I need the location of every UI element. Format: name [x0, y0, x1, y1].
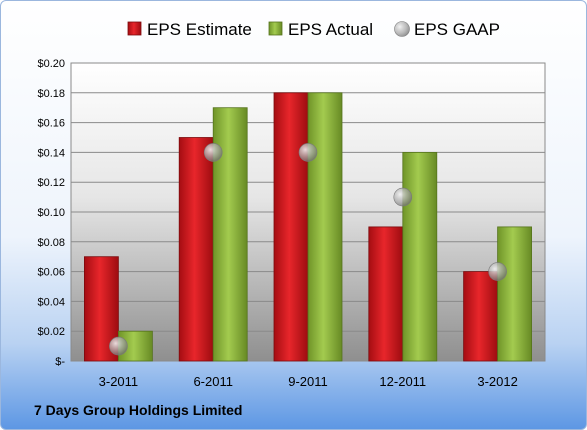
- y-tick-label: $0.14: [37, 147, 65, 159]
- x-tick-label: 9-2011: [288, 374, 328, 389]
- legend-swatch: [268, 21, 283, 36]
- gaap-points: [109, 143, 507, 356]
- estimate-bar-9-2011: [273, 92, 309, 362]
- y-tick-label: $0.06: [37, 267, 65, 279]
- estimate-bar-12-2011: [368, 226, 404, 362]
- gaap-point-12-2011: [393, 187, 413, 207]
- gaap-point-6-2011: [203, 143, 223, 162]
- estimate-bar-3-2012: [463, 271, 499, 362]
- y-tick-label: $0.10: [37, 207, 65, 219]
- company-name: 7 Days Group Holdings Limited: [34, 402, 243, 418]
- estimate-bar-6-2011: [178, 137, 214, 362]
- bars: [84, 92, 533, 362]
- actual-bar-9-2011: [307, 92, 343, 362]
- x-tick-label: 6-2011: [193, 374, 233, 389]
- x-tick-label: 3-2011: [99, 374, 139, 389]
- legend-label: EPS Actual: [288, 20, 373, 39]
- legend: EPS Estimate EPS Actual EPS GAAP: [127, 20, 500, 39]
- legend-label: EPS Estimate: [147, 20, 252, 39]
- y-tick-label: $0.16: [37, 118, 65, 130]
- y-axis-tick-labels: $- $0.02 $0.04 $0.06 $0.08 $0.10 $0.12 $0.14 $0.…: [37, 58, 65, 368]
- y-tick-label: $0.20: [37, 58, 65, 70]
- gaap-point-3-2011: [109, 336, 128, 356]
- legend-swatch: [127, 21, 142, 36]
- y-tick-label: $0.18: [37, 88, 65, 100]
- gaap-point-3-2012: [488, 262, 507, 281]
- actual-bar-3-2012: [497, 226, 533, 362]
- x-tick-label: 12-2011: [379, 374, 426, 389]
- actual-bar-12-2011: [402, 151, 438, 362]
- y-tick-label: $0.08: [37, 237, 65, 249]
- y-tick-label: $0.04: [37, 296, 65, 308]
- legend-swatch: [394, 21, 410, 37]
- x-tick-label: 3-2012: [477, 374, 517, 389]
- y-tick-label: $0.02: [37, 326, 65, 338]
- x-axis-tick-labels: 3-2011 6-2011 9-2011 12-2011 3-2012: [99, 374, 518, 389]
- legend-label: EPS GAAP: [414, 20, 500, 39]
- gaap-point-9-2011: [298, 143, 318, 162]
- y-tick-label: $0.12: [37, 177, 65, 189]
- y-tick-label: $-: [55, 356, 65, 368]
